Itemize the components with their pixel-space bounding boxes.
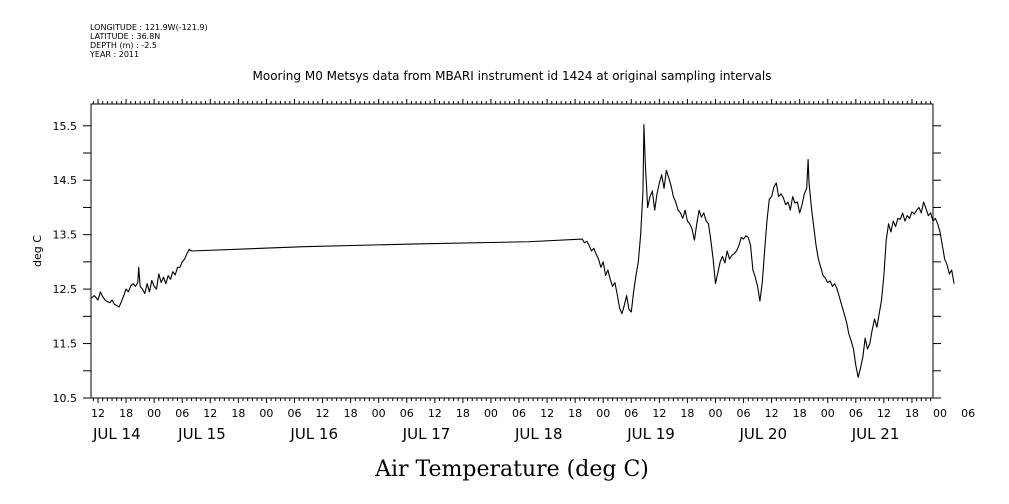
series-line (90, 124, 955, 378)
x-tick-label: 18 (793, 407, 807, 420)
y-tick-label: 12.5 (53, 283, 78, 296)
chart-title: Mooring M0 Metsys data from MBARI instru… (253, 69, 772, 83)
x-tick-label: 18 (344, 407, 358, 420)
x-tick-label: 06 (624, 407, 638, 420)
y-tick-label: 15.5 (53, 120, 78, 133)
y-axis-label: deg C (31, 235, 44, 267)
x-tick-label: 12 (765, 407, 779, 420)
meta-longitude: LONGITUDE : 121.9W(-121.9) (90, 23, 208, 32)
x-tick-label: 12 (428, 407, 442, 420)
x-tick-label: 00 (596, 407, 610, 420)
x-tick-label: 18 (568, 407, 582, 420)
x-tick-label: 18 (231, 407, 245, 420)
x-day-label: JUL 20 (738, 425, 787, 443)
x-tick-label: 00 (821, 407, 835, 420)
x-tick-label: 06 (961, 407, 975, 420)
meta-depth: DEPTH (m) : -2.5 (90, 41, 157, 50)
y-tick-label: 13.5 (53, 229, 78, 242)
x-tick-label: 12 (203, 407, 217, 420)
x-tick-label: 06 (175, 407, 189, 420)
x-tick-label: 12 (877, 407, 891, 420)
x-tick-label: 12 (91, 407, 105, 420)
x-day-label: JUL 19 (626, 425, 675, 443)
x-tick-label: 00 (933, 407, 947, 420)
x-tick-label: 12 (540, 407, 554, 420)
x-tick-label: 06 (512, 407, 526, 420)
x-day-label: JUL 14 (92, 425, 141, 443)
x-tick-label: 00 (484, 407, 498, 420)
x-tick-label: 18 (905, 407, 919, 420)
x-tick-label: 12 (652, 407, 666, 420)
x-tick-label: 00 (259, 407, 273, 420)
x-day-label: JUL 16 (289, 425, 338, 443)
metadata-block: LONGITUDE : 121.9W(-121.9) LATITUDE : 36… (89, 23, 208, 59)
x-tick-label: 00 (372, 407, 386, 420)
x-day-label: JUL 21 (851, 425, 900, 443)
x-tick-label: 18 (119, 407, 133, 420)
x-tick-label: 06 (737, 407, 751, 420)
x-tick-label: 06 (287, 407, 301, 420)
x-tick-label: 00 (147, 407, 161, 420)
meta-latitude: LATITUDE : 36.8N (90, 32, 160, 41)
x-axis-title: Air Temperature (deg C) (374, 457, 649, 482)
x-day-label: JUL 17 (402, 425, 451, 443)
x-tick-label: 06 (400, 407, 414, 420)
meta-year: YEAR : 2011 (89, 50, 139, 59)
x-tick-label: 00 (708, 407, 722, 420)
x-day-label: JUL 15 (177, 425, 226, 443)
y-tick-label: 14.5 (53, 174, 78, 187)
y-tick-label: 11.5 (53, 338, 78, 351)
x-tick-label: 06 (849, 407, 863, 420)
x-day-label: JUL 18 (514, 425, 563, 443)
y-tick-label: 10.5 (53, 392, 78, 405)
x-tick-label: 18 (456, 407, 470, 420)
x-tick-label: 18 (680, 407, 694, 420)
x-tick-label: 12 (316, 407, 330, 420)
plot-frame (90, 103, 934, 399)
axes-group: 12 18 00 06 12 18 00 06 12 18 00 06 12 18 00 06 12 18 00 06… (53, 99, 975, 443)
